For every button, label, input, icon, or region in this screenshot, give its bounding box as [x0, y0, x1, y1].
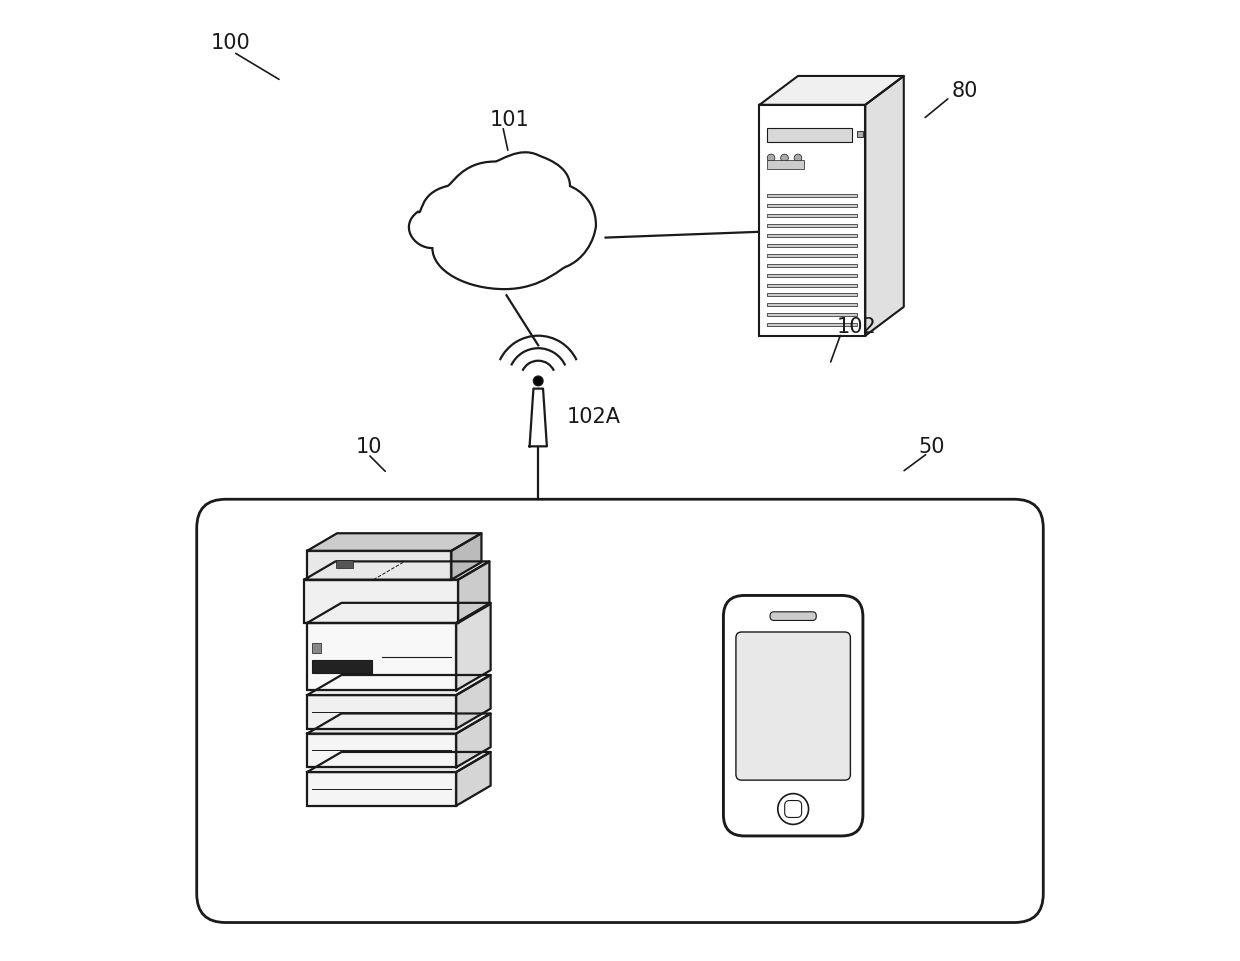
Circle shape [794, 155, 802, 162]
Text: 100: 100 [211, 34, 250, 53]
Bar [768, 225, 857, 228]
Polygon shape [866, 77, 904, 336]
Bar [768, 294, 857, 297]
Polygon shape [456, 604, 491, 691]
Bar [768, 274, 857, 278]
Bar [768, 304, 857, 307]
Polygon shape [759, 77, 904, 106]
Text: 80: 80 [952, 82, 978, 101]
Bar [768, 255, 857, 258]
Circle shape [533, 377, 543, 386]
Bar [768, 129, 852, 142]
Bar [768, 205, 857, 209]
FancyBboxPatch shape [723, 596, 863, 836]
Bar [768, 195, 857, 198]
Polygon shape [308, 533, 481, 552]
FancyBboxPatch shape [735, 632, 851, 780]
Circle shape [781, 155, 789, 162]
Text: 102A: 102A [567, 407, 621, 426]
Bar [768, 284, 857, 287]
Polygon shape [304, 562, 490, 580]
Polygon shape [451, 533, 481, 580]
Text: 102: 102 [837, 317, 877, 336]
FancyBboxPatch shape [197, 500, 1043, 923]
Text: 10: 10 [356, 437, 382, 456]
Bar [857, 133, 863, 138]
Polygon shape [308, 676, 491, 696]
Bar [768, 314, 857, 317]
Polygon shape [529, 389, 547, 447]
Polygon shape [308, 752, 491, 773]
Polygon shape [308, 604, 491, 624]
Polygon shape [458, 562, 490, 624]
Bar [308, 552, 451, 580]
Bar [304, 580, 458, 624]
Bar [308, 624, 456, 691]
Bar [312, 644, 321, 653]
Text: 50: 50 [918, 437, 945, 456]
FancyBboxPatch shape [770, 612, 816, 621]
Circle shape [768, 155, 775, 162]
Polygon shape [456, 752, 491, 806]
Text: 101: 101 [490, 111, 529, 130]
Bar [308, 696, 456, 729]
Polygon shape [308, 714, 491, 734]
Bar [768, 264, 857, 267]
Bar [336, 561, 353, 569]
Bar [308, 734, 456, 768]
Polygon shape [456, 714, 491, 768]
Polygon shape [456, 676, 491, 729]
Bar [768, 215, 857, 218]
Circle shape [777, 794, 808, 825]
PathPatch shape [409, 153, 596, 290]
Bar [759, 106, 866, 336]
Bar [308, 773, 456, 806]
Bar [768, 234, 857, 237]
Bar [768, 324, 857, 327]
Bar [768, 245, 857, 248]
Bar [312, 660, 372, 674]
Bar [768, 161, 805, 170]
